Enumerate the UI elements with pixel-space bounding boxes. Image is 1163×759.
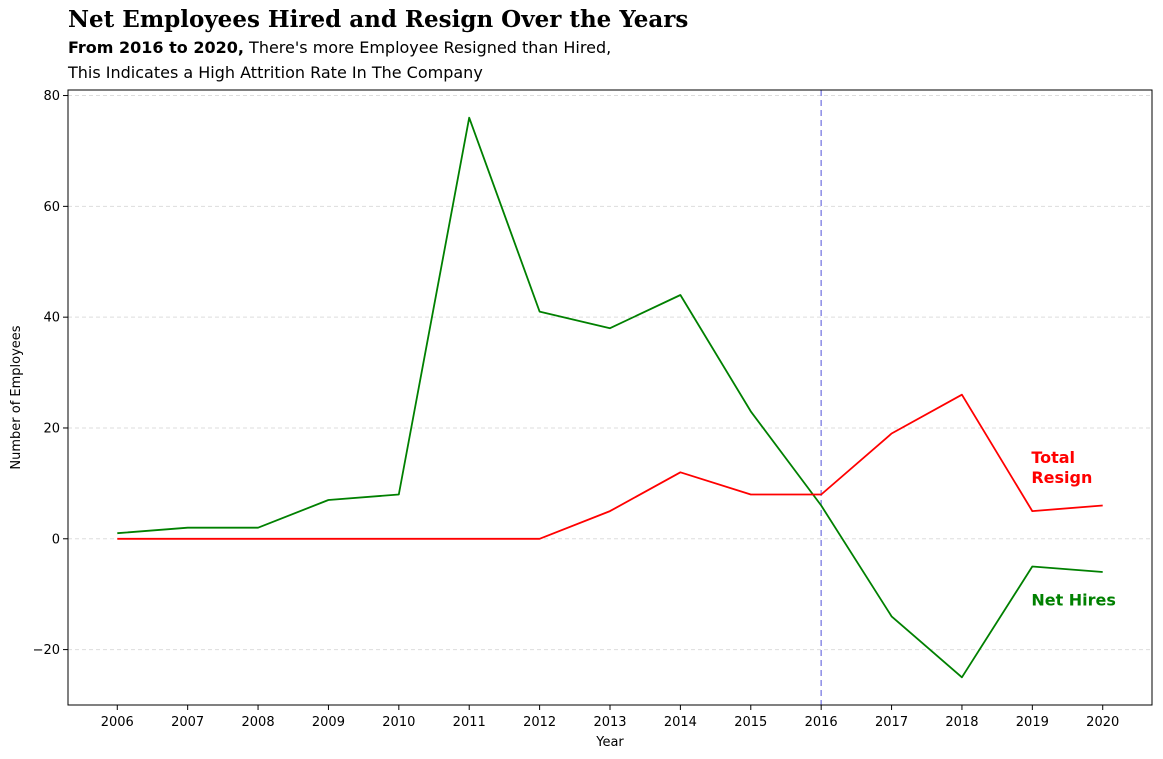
y-tick-label: 60 (43, 200, 60, 215)
series-line-net-hires (117, 116, 1103, 679)
annotation-layer: Net Hires Total Resign (1031, 448, 1116, 610)
series-label-net-hires: Net Hires (1031, 591, 1116, 610)
x-axis: 2006 2007 2008 2009 2010 2011 2012 2013 2014 2015… (101, 705, 1119, 730)
y-tick-label: −20 (33, 643, 60, 658)
y-tick-label: 40 (43, 311, 60, 326)
x-tick-label: 2009 (312, 715, 345, 730)
y-axis: −20 0 20 40 60 80 (33, 89, 68, 658)
series-label-total-resign: Total Resign (1031, 448, 1092, 487)
subtitle-regular-part: There's more Employee Resigned than Hire… (243, 38, 612, 57)
x-tick-label: 2011 (453, 715, 486, 730)
x-tick-label: 2018 (945, 715, 978, 730)
x-tick-label: 2006 (101, 715, 134, 730)
series-line-total-resign (117, 393, 1103, 540)
x-tick-label: 2016 (805, 715, 838, 730)
plot-frame (67, 89, 1153, 706)
y-tick-label: 0 (52, 532, 60, 547)
chart-subtitle-line1: From 2016 to 2020, There's more Employee… (68, 38, 611, 57)
series-layer (117, 116, 1103, 679)
x-tick-label: 2008 (242, 715, 275, 730)
x-tick-label: 2012 (523, 715, 556, 730)
grid-lines (68, 95, 1152, 651)
x-tick-label: 2015 (734, 715, 767, 730)
x-tick-label: 2013 (593, 715, 626, 730)
y-axis-title: Number of Employees (9, 325, 24, 469)
chart-title: Net Employees Hired and Resign Over the … (68, 6, 689, 33)
x-tick-label: 2019 (1016, 715, 1049, 730)
x-tick-label: 2014 (664, 715, 697, 730)
x-tick-label: 2017 (875, 715, 908, 730)
subtitle-bold-part: From 2016 to 2020, (68, 38, 244, 57)
x-tick-label: 2010 (382, 715, 415, 730)
y-tick-label: 80 (43, 89, 60, 104)
chart-subtitle-line2: This Indicates a High Attrition Rate In … (68, 63, 483, 82)
x-axis-title: Year (595, 735, 624, 750)
x-tick-label: 2007 (171, 715, 204, 730)
x-tick-label: 2020 (1086, 715, 1119, 730)
y-tick-label: 20 (43, 421, 60, 436)
